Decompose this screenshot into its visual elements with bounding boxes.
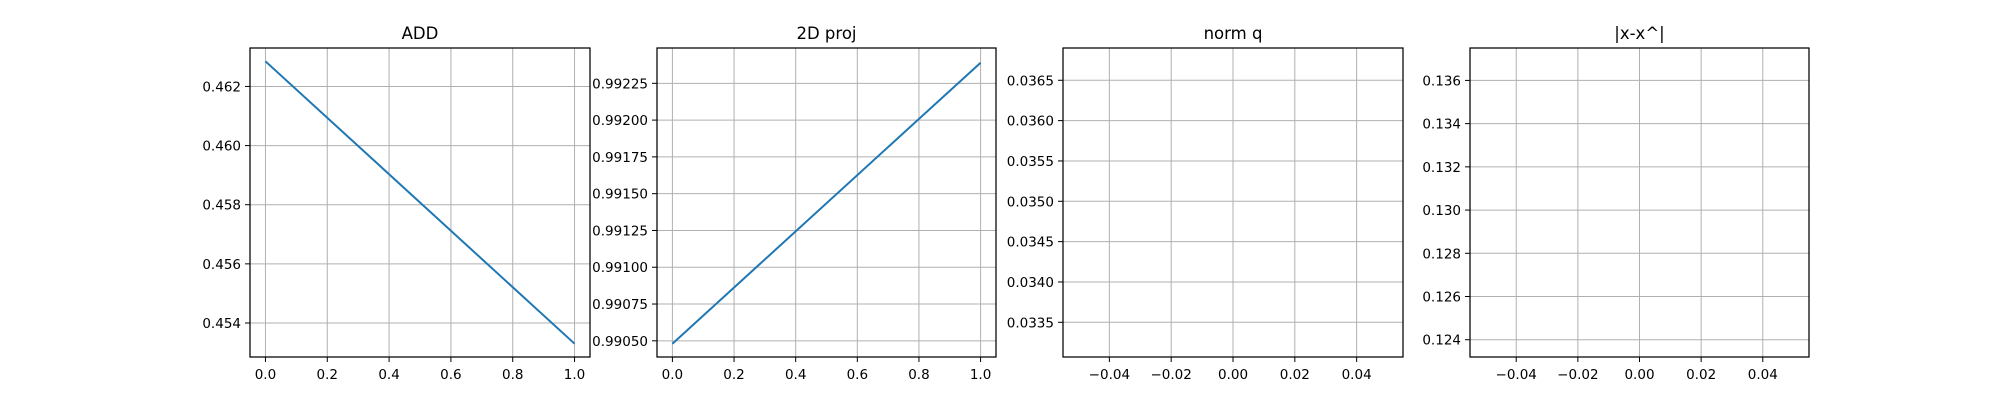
x-tick-label: 0.00 <box>1624 367 1654 383</box>
x-tick-label: 1.0 <box>970 367 991 383</box>
y-tick-label: 0.126 <box>1422 289 1461 305</box>
y-tick-label: 0.134 <box>1422 117 1461 133</box>
subplot-3: −0.04 −0.02 0.00 0.02 0.04 0.0335 0.0340 0.0345… <box>1007 24 1404 383</box>
x-tick-label: 0.8 <box>502 367 523 383</box>
x-tick-label: 0.02 <box>1686 367 1716 383</box>
x-tick-label: 0.4 <box>785 367 806 383</box>
y-tick-label: 0.0355 <box>1007 154 1054 170</box>
x-tick-label: 0.0 <box>255 367 276 383</box>
subplot-1: 0.0 0.2 0.4 0.6 0.8 1.0 0.454 0.456 0.458 0.460 0.… <box>202 24 591 383</box>
y-tick-label: 0.99200 <box>592 113 648 129</box>
y-tick-label: 0.458 <box>202 198 241 214</box>
x-tick-label: 0.2 <box>317 367 338 383</box>
x-tick-label: 0.04 <box>1342 367 1372 383</box>
y-tick-label: 0.136 <box>1422 73 1461 89</box>
x-tick-label: 0.6 <box>440 367 461 383</box>
subplot-4: −0.04 −0.02 0.00 0.02 0.04 0.124 0.126 0.128 0.1… <box>1422 24 1810 383</box>
x-tick-label: −0.02 <box>1557 367 1598 383</box>
x-tick-label: 0.02 <box>1280 367 1310 383</box>
y-tick-label: 0.460 <box>202 139 241 155</box>
x-tick-label: 0.8 <box>908 367 929 383</box>
x-tick-label: 0.6 <box>847 367 868 383</box>
y-tick-label: 0.462 <box>202 79 241 95</box>
subplot-title: 2D proj <box>796 24 856 43</box>
series-line <box>264 60 576 345</box>
y-tick-label: 0.99100 <box>592 260 648 276</box>
y-tick-label: 0.0340 <box>1007 275 1054 291</box>
x-tick-label: −0.02 <box>1150 367 1191 383</box>
y-tick-label: 0.0335 <box>1007 315 1054 331</box>
y-tick-label: 0.99075 <box>592 297 648 313</box>
y-tick-label: 0.132 <box>1422 160 1461 176</box>
y-tick-label: 0.454 <box>202 316 241 332</box>
y-tick-label: 0.0365 <box>1007 73 1054 89</box>
series-line <box>671 61 982 345</box>
y-tick-label: 0.0345 <box>1007 235 1054 251</box>
x-tick-label: −0.04 <box>1089 367 1130 383</box>
y-tick-label: 0.130 <box>1422 203 1461 219</box>
x-tick-label: 1.0 <box>564 367 585 383</box>
x-tick-label: 0.00 <box>1218 367 1248 383</box>
x-tick-label: 0.2 <box>723 367 744 383</box>
y-tick-label: 0.456 <box>202 257 241 273</box>
y-tick-label: 0.0350 <box>1007 194 1054 210</box>
axes-frame <box>656 47 997 358</box>
y-tick-label: 0.0360 <box>1007 114 1054 130</box>
y-tick-label: 0.99150 <box>592 187 648 203</box>
y-tick-label: 0.99125 <box>592 223 648 239</box>
subplot-title: norm q <box>1204 24 1263 43</box>
x-tick-label: 0.04 <box>1748 367 1778 383</box>
y-tick-label: 0.99175 <box>592 150 648 166</box>
x-tick-label: 0.4 <box>378 367 399 383</box>
x-tick-label: −0.04 <box>1496 367 1537 383</box>
subplot-2: 0.0 0.2 0.4 0.6 0.8 1.0 0.99050 0.99075 0.99100 0… <box>592 24 997 383</box>
subplot-title: ADD <box>402 24 439 43</box>
x-tick-label: 0.0 <box>662 367 683 383</box>
axes-frame <box>249 47 591 358</box>
y-tick-label: 0.99050 <box>592 334 648 350</box>
y-tick-label: 0.124 <box>1422 333 1461 349</box>
y-tick-label: 0.99225 <box>592 76 648 92</box>
subplot-title: |x-x^| <box>1614 24 1664 43</box>
y-tick-label: 0.128 <box>1422 246 1461 262</box>
